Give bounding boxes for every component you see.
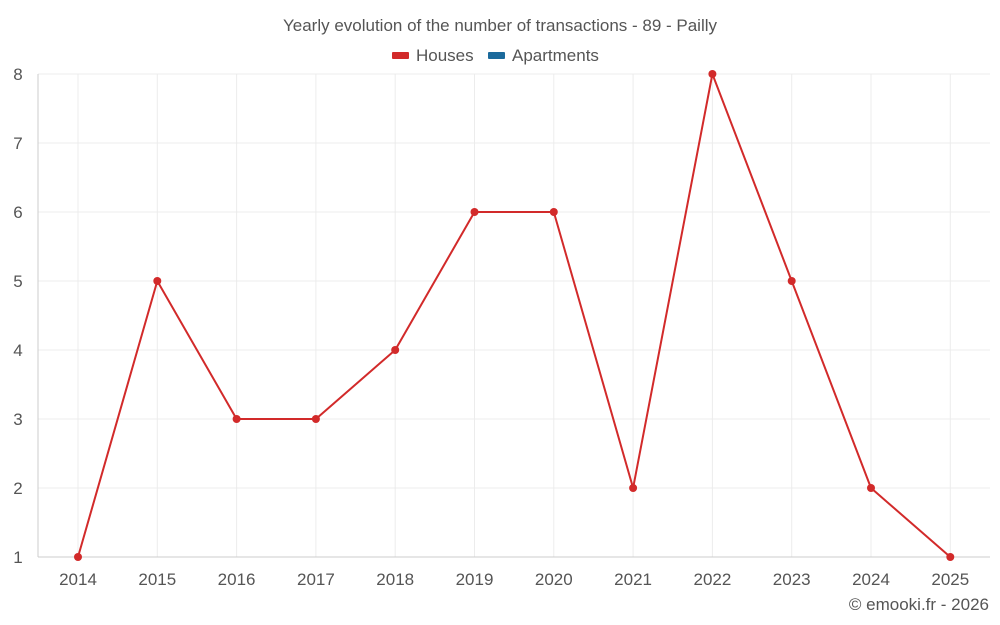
series [74, 70, 955, 561]
x-tick-label: 2025 [931, 570, 969, 589]
x-tick-label: 2018 [376, 570, 414, 589]
y-tick-label: 8 [13, 65, 22, 84]
y-tick-label: 5 [13, 272, 22, 291]
chart-title: Yearly evolution of the number of transa… [283, 16, 718, 35]
data-point-houses-2017[interactable] [311, 415, 320, 423]
grid [38, 73, 990, 557]
data-point-houses-2015[interactable] [153, 277, 162, 285]
data-point-houses-2019[interactable] [470, 208, 479, 216]
y-tick-label: 1 [13, 548, 22, 567]
y-tick-label: 3 [13, 410, 22, 429]
data-point-houses-2020[interactable] [549, 208, 558, 216]
data-point-houses-2023[interactable] [787, 277, 796, 285]
legend-item-houses[interactable]: Houses [392, 46, 474, 65]
data-point-houses-2024[interactable] [867, 484, 875, 492]
legend-swatch-apartments [488, 52, 505, 59]
data-point-houses-2018[interactable] [391, 346, 400, 354]
series-line-houses [77, 73, 951, 558]
y-tick-label: 7 [13, 134, 22, 153]
legend-item-apartments[interactable]: Apartments [488, 46, 599, 65]
x-tick-label: 2017 [297, 570, 335, 589]
x-tick-label: 2019 [456, 570, 494, 589]
x-tick-label: 2023 [773, 570, 811, 589]
y-tick-label: 2 [13, 479, 22, 498]
data-point-houses-2021[interactable] [629, 484, 638, 492]
legend-swatch-houses [392, 52, 409, 59]
x-tick-label: 2016 [218, 570, 256, 589]
axes: 1 2 3 4 5 6 7 8 2014 2015 2016 2017 2018 2019 2020 2021… [13, 65, 990, 589]
x-tick-label: 2021 [614, 570, 652, 589]
x-tick-label: 2024 [852, 570, 890, 589]
legend-label-houses: Houses [416, 46, 474, 65]
data-point-houses-2025[interactable] [946, 553, 955, 561]
x-tick-label: 2014 [59, 570, 97, 589]
credit-text: © emooki.fr - 2026 [849, 595, 989, 614]
x-tick-label: 2022 [693, 570, 731, 589]
y-tick-label: 6 [13, 203, 22, 222]
y-tick-label: 4 [13, 341, 22, 360]
legend: Houses Apartments [392, 46, 599, 65]
x-tick-label: 2020 [535, 570, 573, 589]
x-tick-label: 2015 [138, 570, 176, 589]
data-point-houses-2014[interactable] [74, 553, 82, 561]
data-point-houses-2016[interactable] [232, 415, 241, 423]
data-point-houses-2022[interactable] [708, 70, 717, 78]
legend-label-apartments: Apartments [512, 46, 599, 65]
